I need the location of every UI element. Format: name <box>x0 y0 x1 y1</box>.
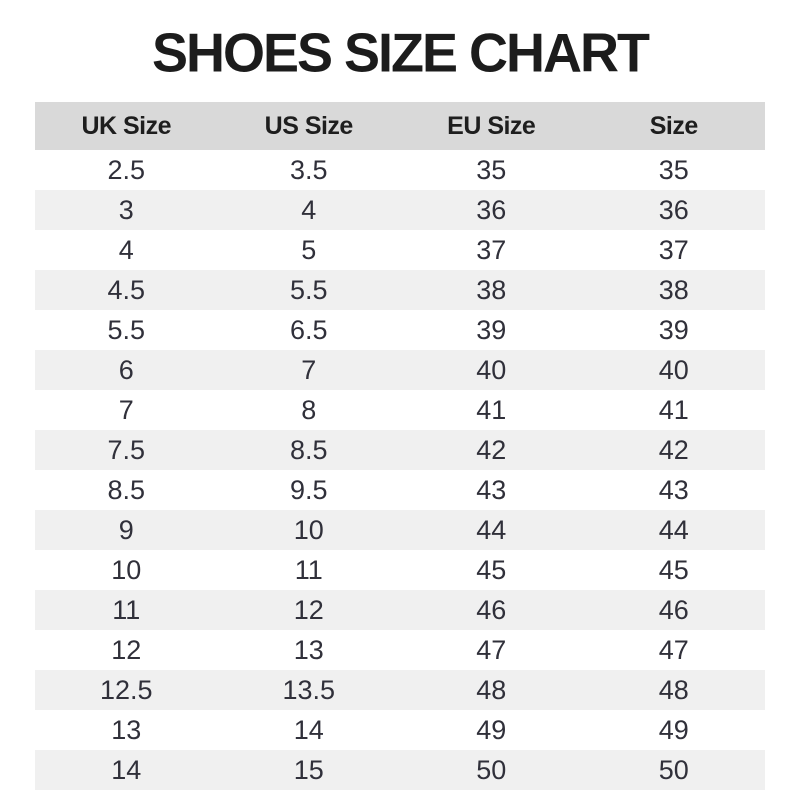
size-cell: 49 <box>658 714 689 745</box>
size-cell: 44 <box>400 510 583 550</box>
size-cell: 10 <box>217 510 400 550</box>
table-body: 2.5 3.5 35 35 3 4 36 36 4 5 37 37 4.5 5.5 38 38 5.5 6.5 39… <box>35 150 765 790</box>
column-header-uk-size: UK Size <box>35 102 218 150</box>
table-row: 5.5 6.5 39 39 <box>35 310 765 350</box>
size-cell: 9 <box>35 510 218 550</box>
size-cell: 39 <box>658 314 689 345</box>
table-row: 8.5 9.5 43 43 <box>35 470 765 510</box>
size-cell: 3.5 <box>289 154 328 185</box>
size-cell: 5.5 <box>107 314 146 345</box>
size-cell: 8 <box>301 394 317 425</box>
table-row: 4 5 37 37 <box>35 230 765 270</box>
table-row: 6 7 40 40 <box>35 350 765 390</box>
size-cell: 40 <box>400 350 583 390</box>
size-cell: 36 <box>582 190 765 230</box>
table-row: 2.5 3.5 35 35 <box>35 150 765 190</box>
size-cell: 13.5 <box>217 670 400 710</box>
size-cell: 40 <box>582 350 765 390</box>
size-cell: 43 <box>476 474 507 505</box>
size-cell: 14 <box>293 714 324 745</box>
size-cell: 8.5 <box>217 430 400 470</box>
size-cell: 12 <box>111 634 142 665</box>
size-cell: 14 <box>35 750 218 790</box>
size-cell: 12.5 <box>35 670 218 710</box>
table-row: 13 14 49 49 <box>35 710 765 750</box>
size-cell: 7 <box>118 394 134 425</box>
size-cell: 38 <box>400 270 583 310</box>
table-row: 7.5 8.5 42 42 <box>35 430 765 470</box>
size-cell: 46 <box>582 590 765 630</box>
table-row: 11 12 46 46 <box>35 590 765 630</box>
table-row: 9 10 44 44 <box>35 510 765 550</box>
size-cell: 5 <box>301 234 317 265</box>
size-cell: 13 <box>111 714 142 745</box>
size-cell: 41 <box>658 394 689 425</box>
size-cell: 12 <box>217 590 400 630</box>
size-cell: 5.5 <box>217 270 400 310</box>
size-cell: 13 <box>293 634 324 665</box>
size-cell: 10 <box>111 554 142 585</box>
size-cell: 4 <box>217 190 400 230</box>
size-cell: 45 <box>476 554 507 585</box>
table-row: 10 11 45 45 <box>35 550 765 590</box>
column-header-us-size: US Size <box>217 102 400 150</box>
size-cell: 47 <box>476 634 507 665</box>
size-cell: 36 <box>400 190 583 230</box>
size-cell: 11 <box>294 554 323 585</box>
size-cell: 41 <box>476 394 507 425</box>
size-cell: 43 <box>658 474 689 505</box>
size-cell: 35 <box>658 154 689 185</box>
size-cell: 8.5 <box>107 474 146 505</box>
size-cell: 9.5 <box>289 474 328 505</box>
size-cell: 48 <box>582 670 765 710</box>
size-cell: 44 <box>582 510 765 550</box>
size-cell: 49 <box>476 714 507 745</box>
size-cell: 15 <box>217 750 400 790</box>
size-cell: 37 <box>658 234 689 265</box>
size-cell: 39 <box>476 314 507 345</box>
column-header-eu-size: EU Size <box>400 102 583 150</box>
size-cell: 2.5 <box>107 154 146 185</box>
table-row: 14 15 50 50 <box>35 750 765 790</box>
size-cell: 42 <box>400 430 583 470</box>
size-cell: 50 <box>400 750 583 790</box>
table-row: 4.5 5.5 38 38 <box>35 270 765 310</box>
size-cell: 4 <box>118 234 134 265</box>
table-header-row: UK Size US Size EU Size Size <box>35 102 765 150</box>
size-cell: 7.5 <box>35 430 218 470</box>
size-cell: 11 <box>35 590 218 630</box>
size-cell: 47 <box>658 634 689 665</box>
table-row: 7 8 41 41 <box>35 390 765 430</box>
table-row: 3 4 36 36 <box>35 190 765 230</box>
size-cell: 7 <box>217 350 400 390</box>
column-header-size: Size <box>582 102 765 150</box>
size-cell: 6 <box>35 350 218 390</box>
size-cell: 48 <box>400 670 583 710</box>
size-cell: 6.5 <box>289 314 328 345</box>
size-cell: 46 <box>400 590 583 630</box>
table-header: UK Size US Size EU Size Size <box>35 102 765 150</box>
page-title: SHOES SIZE CHART <box>151 22 650 84</box>
size-cell: 37 <box>476 234 507 265</box>
size-cell: 4.5 <box>35 270 218 310</box>
size-cell: 45 <box>658 554 689 585</box>
table-row: 12.5 13.5 48 48 <box>35 670 765 710</box>
size-cell: 42 <box>582 430 765 470</box>
size-cell: 50 <box>582 750 765 790</box>
table-row: 12 13 47 47 <box>35 630 765 670</box>
size-cell: 35 <box>476 154 507 185</box>
size-cell: 3 <box>35 190 218 230</box>
size-conversion-table: UK Size US Size EU Size Size 2.5 3.5 35 35 3… <box>35 102 765 790</box>
size-cell: 38 <box>582 270 765 310</box>
